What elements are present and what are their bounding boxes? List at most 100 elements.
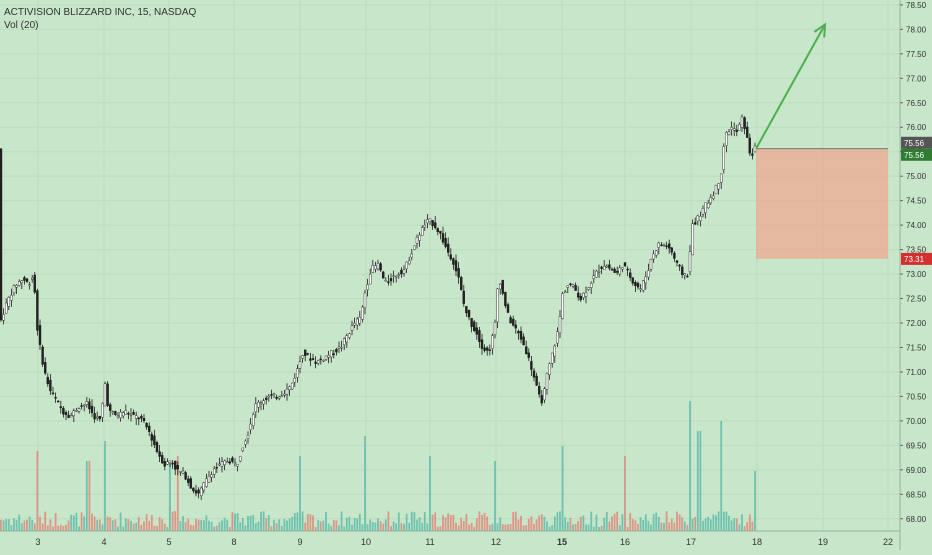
volume-bar bbox=[31, 519, 34, 531]
volume-bar bbox=[44, 511, 47, 531]
candle-body bbox=[108, 404, 112, 411]
volume-bar bbox=[520, 515, 522, 531]
candle-body bbox=[681, 266, 684, 275]
date-tick-label: 9 bbox=[297, 537, 302, 547]
candle-body bbox=[616, 271, 619, 273]
candle-body bbox=[41, 346, 44, 365]
candle-body bbox=[408, 260, 411, 265]
candle-body bbox=[121, 412, 125, 417]
volume-bar bbox=[163, 523, 166, 531]
candle-body bbox=[376, 262, 380, 270]
candle-body bbox=[33, 274, 36, 293]
candle-body bbox=[733, 128, 736, 131]
volume-bar bbox=[270, 526, 273, 531]
candle-body bbox=[374, 265, 377, 270]
date-tick-label: 15 bbox=[557, 537, 567, 547]
candle-body bbox=[686, 275, 689, 278]
volume-bar bbox=[405, 513, 408, 531]
volume-bar bbox=[158, 517, 161, 531]
volume-bar bbox=[478, 511, 481, 531]
volume-bar bbox=[304, 522, 307, 531]
candle-body bbox=[184, 472, 187, 480]
candle-body bbox=[257, 401, 260, 408]
candle-body bbox=[228, 461, 232, 464]
candle-body bbox=[626, 268, 629, 271]
candle-body bbox=[129, 413, 133, 416]
volume-bar bbox=[403, 524, 405, 531]
candle-body bbox=[475, 327, 478, 335]
volume-bar bbox=[330, 525, 333, 531]
candle-body bbox=[486, 347, 489, 351]
volume-bar bbox=[223, 517, 226, 531]
candle-body bbox=[215, 467, 219, 469]
volume-bar bbox=[483, 512, 486, 531]
date-tick-label: 19 bbox=[818, 537, 828, 547]
volume-bar bbox=[709, 519, 712, 531]
volume-bar bbox=[603, 517, 606, 531]
candle-body bbox=[613, 268, 616, 273]
entry-price-tag bbox=[901, 136, 932, 149]
volume-bar bbox=[512, 512, 515, 531]
volume-bar bbox=[455, 522, 457, 531]
candle-body bbox=[181, 470, 185, 474]
volume-bar bbox=[299, 456, 301, 531]
volume-bar bbox=[88, 461, 91, 531]
volume-bar bbox=[475, 518, 478, 531]
candle-body bbox=[10, 294, 13, 301]
volume-bar bbox=[452, 514, 455, 531]
volume-bar bbox=[668, 522, 671, 531]
candle-body bbox=[124, 410, 128, 415]
volume-bar bbox=[20, 523, 23, 531]
volume-bar bbox=[278, 519, 281, 531]
annotation-layer[interactable] bbox=[755, 22, 888, 259]
volume-bar bbox=[743, 526, 746, 531]
candle-body bbox=[740, 116, 744, 128]
candle-body bbox=[366, 284, 369, 291]
volume-bar bbox=[444, 517, 447, 531]
candle-body bbox=[730, 127, 733, 130]
date-tick-label: 3 bbox=[35, 537, 40, 547]
candle-body bbox=[701, 208, 705, 215]
volume-bar bbox=[366, 524, 369, 531]
volume-bar bbox=[655, 512, 658, 531]
volume-bar bbox=[39, 516, 41, 531]
stop-loss-zone[interactable] bbox=[756, 148, 888, 259]
candle-body bbox=[735, 129, 738, 132]
price-tick-label: 72.50 bbox=[906, 295, 927, 304]
price-tick-label: 77.00 bbox=[906, 74, 927, 83]
candle-body bbox=[462, 290, 465, 304]
volume-bar bbox=[286, 520, 288, 531]
volume-bar bbox=[468, 524, 470, 531]
price-tick-label: 75.00 bbox=[906, 172, 927, 181]
candle-body bbox=[647, 270, 650, 278]
volume-bar bbox=[681, 517, 684, 531]
volume-bar bbox=[83, 516, 86, 531]
candle-body bbox=[296, 368, 299, 378]
candle-body bbox=[116, 415, 120, 417]
volume-bar bbox=[504, 524, 507, 531]
candle-body bbox=[449, 254, 452, 260]
volume-bar bbox=[735, 518, 738, 531]
candle-body bbox=[140, 415, 143, 419]
volume-bar bbox=[548, 526, 551, 531]
candle-body bbox=[18, 281, 21, 286]
candle-body bbox=[558, 316, 562, 334]
volume-bar bbox=[551, 525, 554, 531]
candle-body bbox=[506, 304, 510, 313]
candle-body bbox=[538, 386, 541, 395]
candle-body bbox=[384, 280, 387, 282]
target-arrow-line[interactable] bbox=[755, 23, 826, 150]
volume-bar bbox=[338, 525, 340, 531]
candle-body bbox=[80, 405, 83, 407]
candle-body bbox=[400, 269, 403, 275]
volume-bar bbox=[273, 519, 275, 531]
candle-body bbox=[69, 415, 73, 418]
candle-body bbox=[556, 331, 559, 344]
candle-body bbox=[241, 447, 245, 451]
volume-bar bbox=[231, 511, 234, 531]
candle-body bbox=[673, 252, 676, 259]
volume-bar bbox=[306, 514, 309, 531]
